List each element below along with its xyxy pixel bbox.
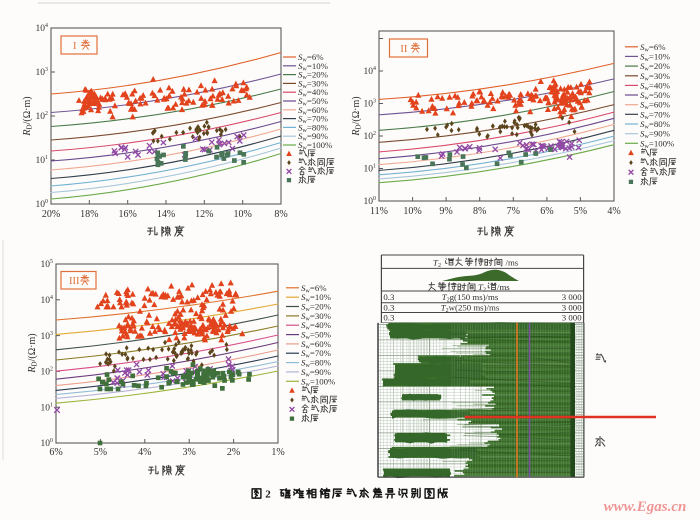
svg-text:102: 102 bbox=[36, 111, 49, 122]
svg-text:III: III bbox=[69, 276, 80, 287]
svg-text:RD/(Ω·m): RD/(Ω·m) bbox=[22, 96, 34, 136]
svg-text:Sw=10%: Sw=10% bbox=[298, 61, 329, 73]
svg-text:Sw=40%: Sw=40% bbox=[301, 320, 332, 332]
svg-text:104: 104 bbox=[41, 295, 54, 306]
svg-text:Sw=40%: Sw=40% bbox=[298, 87, 329, 99]
svg-text:0.3: 0.3 bbox=[383, 292, 395, 302]
svg-text:Sw=80%: Sw=80% bbox=[298, 122, 329, 134]
svg-text:RD/(Ω·m): RD/(Ω·m) bbox=[27, 333, 39, 373]
svg-text:Sw=40%: Sw=40% bbox=[640, 80, 671, 92]
svg-text:100: 100 bbox=[41, 438, 54, 449]
svg-text:3 000: 3 000 bbox=[562, 303, 582, 313]
svg-text:101: 101 bbox=[364, 164, 377, 175]
svg-text:103: 103 bbox=[41, 331, 54, 342]
svg-text:102: 102 bbox=[41, 367, 54, 378]
svg-text:Sw=70%: Sw=70% bbox=[301, 348, 332, 360]
svg-text:2: 2 bbox=[265, 489, 271, 501]
svg-text:Sw=20%: Sw=20% bbox=[298, 70, 329, 82]
svg-text:Sw=6%: Sw=6% bbox=[640, 42, 666, 54]
svg-text:6%: 6% bbox=[49, 447, 62, 458]
svg-text:Sw=100%: Sw=100% bbox=[298, 140, 333, 152]
svg-text:Sw=6%: Sw=6% bbox=[301, 283, 327, 295]
svg-text:0.3: 0.3 bbox=[383, 303, 395, 313]
svg-text:5%: 5% bbox=[574, 206, 587, 217]
svg-text:103: 103 bbox=[36, 67, 49, 78]
svg-text:101: 101 bbox=[36, 155, 49, 166]
svg-text:3%: 3% bbox=[183, 447, 196, 458]
svg-text:2%: 2% bbox=[227, 447, 240, 458]
svg-text:8%: 8% bbox=[274, 209, 287, 220]
svg-text:Sw=80%: Sw=80% bbox=[640, 119, 671, 131]
svg-text:Sw=6%: Sw=6% bbox=[298, 52, 324, 64]
svg-text:18%: 18% bbox=[80, 209, 98, 220]
svg-text:14%: 14% bbox=[157, 209, 175, 220]
svg-text:Sw=10%: Sw=10% bbox=[640, 51, 671, 63]
svg-text:3 000: 3 000 bbox=[562, 292, 582, 302]
svg-text:103: 103 bbox=[364, 99, 377, 110]
svg-text:Sw=100%: Sw=100% bbox=[640, 138, 675, 150]
svg-text:4%: 4% bbox=[607, 206, 620, 217]
svg-text:Sw=70%: Sw=70% bbox=[640, 109, 671, 121]
svg-text:Sw=20%: Sw=20% bbox=[301, 302, 332, 314]
svg-text:I: I bbox=[73, 41, 77, 52]
svg-text:16%: 16% bbox=[119, 209, 137, 220]
svg-text:Sw=60%: Sw=60% bbox=[640, 100, 671, 112]
svg-text:8%: 8% bbox=[473, 206, 486, 217]
svg-text:3 000: 3 000 bbox=[562, 313, 582, 323]
svg-text:www.Egas.cn: www.Egas.cn bbox=[604, 499, 687, 515]
svg-text:11%: 11% bbox=[370, 206, 388, 217]
svg-text:T2: T2 bbox=[478, 282, 486, 294]
svg-text:102: 102 bbox=[364, 131, 377, 142]
svg-text:Sw=10%: Sw=10% bbox=[301, 292, 332, 304]
svg-text:Sw=60%: Sw=60% bbox=[298, 105, 329, 117]
svg-text:9%: 9% bbox=[439, 206, 452, 217]
svg-text:104: 104 bbox=[36, 23, 49, 34]
svg-text:100: 100 bbox=[364, 196, 377, 207]
svg-text:Sw=30%: Sw=30% bbox=[301, 311, 332, 323]
svg-text:105: 105 bbox=[41, 259, 54, 270]
svg-text:T2w(250 ms)/ms: T2w(250 ms)/ms bbox=[441, 303, 500, 315]
svg-text:Sw=50%: Sw=50% bbox=[640, 90, 671, 102]
svg-text:/ms: /ms bbox=[506, 257, 519, 267]
svg-text:7%: 7% bbox=[507, 206, 520, 217]
svg-text:Sw=20%: Sw=20% bbox=[640, 61, 671, 73]
svg-text:Sw=30%: Sw=30% bbox=[640, 71, 671, 83]
svg-text:Sw=70%: Sw=70% bbox=[298, 114, 329, 126]
svg-text:Sw=80%: Sw=80% bbox=[301, 358, 332, 370]
svg-text:12%: 12% bbox=[195, 209, 213, 220]
svg-text:T2g(150 ms)/ms: T2g(150 ms)/ms bbox=[442, 292, 499, 304]
svg-text:Sw=90%: Sw=90% bbox=[301, 367, 332, 379]
svg-text:10%: 10% bbox=[234, 209, 252, 220]
svg-text:RD/(Ω·m): RD/(Ω·m) bbox=[351, 96, 363, 136]
svg-text:6%: 6% bbox=[540, 206, 553, 217]
svg-text:0.3: 0.3 bbox=[383, 313, 395, 323]
svg-text:Sw=50%: Sw=50% bbox=[298, 96, 329, 108]
svg-text:104: 104 bbox=[364, 66, 377, 77]
svg-text:Sw=30%: Sw=30% bbox=[298, 78, 329, 90]
svg-text:Sw=90%: Sw=90% bbox=[640, 129, 671, 141]
svg-text:10%: 10% bbox=[403, 206, 421, 217]
svg-text:T2: T2 bbox=[433, 257, 441, 269]
svg-text:Sw=60%: Sw=60% bbox=[301, 339, 332, 351]
svg-text:100: 100 bbox=[36, 199, 49, 210]
svg-text:101: 101 bbox=[41, 402, 54, 413]
svg-text:Sw=90%: Sw=90% bbox=[298, 131, 329, 143]
svg-text:1%: 1% bbox=[271, 447, 284, 458]
svg-text:/ms: /ms bbox=[497, 282, 510, 292]
svg-text:Sw=50%: Sw=50% bbox=[301, 330, 332, 342]
svg-text:5%: 5% bbox=[94, 447, 107, 458]
svg-text:4%: 4% bbox=[138, 447, 151, 458]
svg-text:20%: 20% bbox=[42, 209, 60, 220]
svg-text:II: II bbox=[400, 44, 407, 55]
svg-text:Sw=100%: Sw=100% bbox=[301, 376, 336, 388]
